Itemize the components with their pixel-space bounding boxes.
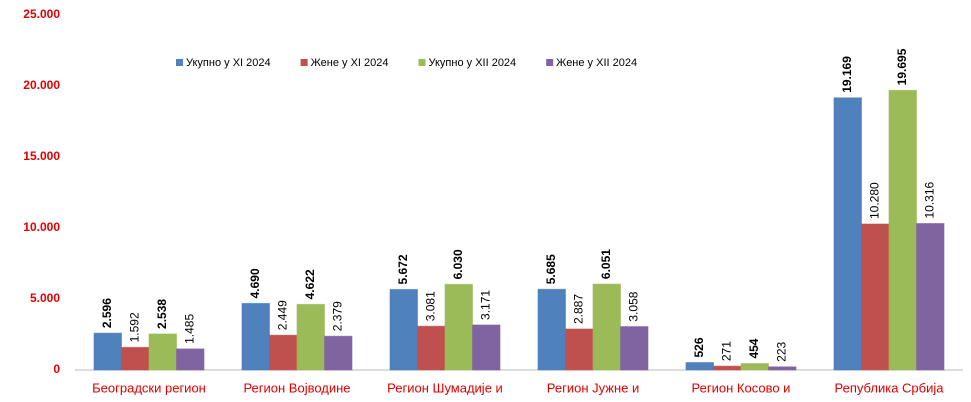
legend-swatch	[176, 59, 183, 66]
bar	[296, 303, 325, 371]
value-label: 4.622	[303, 269, 317, 299]
legend-swatch	[300, 59, 308, 66]
bar	[685, 362, 714, 371]
legend-label: Жене у XII 2024	[556, 57, 637, 69]
legend-label: Жене у XI 2024	[311, 57, 389, 69]
value-label: 2.887	[571, 294, 585, 324]
value-label: 2.596	[100, 298, 114, 328]
value-label: 2.449	[275, 300, 289, 330]
value-label: 19.695	[895, 48, 909, 85]
bar	[176, 348, 205, 371]
bar	[620, 326, 649, 371]
legend-swatch	[546, 59, 554, 66]
x-tick-label: Регион Косово и	[692, 380, 791, 395]
y-tick-label: 25.000	[23, 7, 60, 21]
value-label: 1.592	[127, 312, 141, 342]
value-label: 2.379	[330, 301, 344, 331]
bar	[148, 333, 177, 371]
bar	[389, 288, 418, 371]
bar	[713, 365, 742, 371]
value-label: 3.171	[478, 290, 492, 320]
value-label: 223	[774, 341, 788, 361]
y-tick-label: 0	[53, 362, 60, 376]
y-tick-label: 10.000	[23, 220, 60, 234]
bar	[444, 283, 473, 371]
value-label: 19.169	[840, 56, 854, 93]
bar	[833, 97, 862, 371]
bar	[269, 334, 298, 371]
y-tick-label: 5.000	[30, 291, 60, 305]
bar	[565, 328, 594, 371]
bar	[417, 325, 446, 371]
value-label: 271	[719, 341, 733, 361]
y-tick-label: 15.000	[23, 149, 60, 163]
x-tick-label: Регион Јужне и	[547, 380, 639, 395]
value-label: 2.538	[155, 299, 169, 329]
value-label: 1.485	[182, 314, 196, 344]
value-label: 5.672	[396, 254, 410, 284]
value-label: 454	[747, 338, 761, 358]
value-label: 5.685	[544, 254, 558, 284]
value-label: 3.058	[626, 291, 640, 321]
value-label: 10.316	[922, 181, 936, 218]
bar	[592, 283, 621, 371]
bar	[916, 223, 945, 371]
bar	[324, 335, 353, 371]
bar	[93, 332, 122, 371]
legend-label: Укупно у XII 2024	[429, 57, 517, 69]
bar	[472, 324, 501, 371]
value-label: 6.030	[451, 249, 465, 279]
bar	[768, 366, 797, 371]
y-tick-label: 20.000	[23, 78, 60, 92]
value-label: 4.690	[248, 268, 262, 298]
bar	[537, 288, 566, 371]
value-label: 3.081	[423, 291, 437, 321]
bar	[740, 363, 769, 371]
bar	[241, 302, 270, 371]
bar	[121, 346, 150, 371]
bar	[888, 89, 917, 371]
x-tick-label: Регион Војводине	[243, 380, 350, 395]
value-label: 6.051	[599, 249, 613, 279]
value-label: 10.280	[867, 182, 881, 219]
legend-swatch	[418, 59, 426, 66]
legend-label: Укупно у XI 2024	[186, 57, 271, 69]
bar	[861, 223, 890, 371]
value-label: 526	[692, 337, 706, 357]
x-tick-label: Регион Шумадије и	[387, 380, 503, 395]
x-tick-label: Београдски регион	[92, 380, 206, 395]
x-tick-label: Република Србија	[835, 380, 945, 395]
